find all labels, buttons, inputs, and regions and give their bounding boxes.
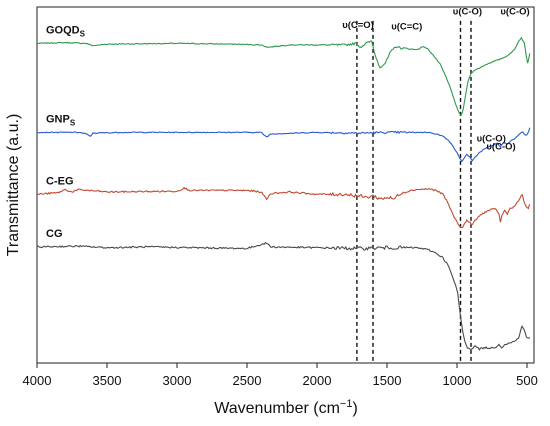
x-tick-label: 1000 bbox=[443, 373, 472, 388]
peak-annotation: υ(C=C) bbox=[391, 21, 422, 32]
annotation-layer: υ(C=O) υ(C=C)υ(C-O) υ(C-O)υ(C-O)υ(C-O) bbox=[342, 7, 529, 153]
series-label-sub: S bbox=[80, 29, 86, 38]
series-label: C-EG bbox=[46, 175, 74, 187]
series-label-main: GOQD bbox=[46, 24, 80, 36]
x-axis-title-main: Wavenumber (cm bbox=[214, 400, 340, 417]
series-label-main: GNP bbox=[46, 113, 70, 125]
peak-annotation: υ(C-O) bbox=[486, 141, 515, 152]
peak-annotation: υ(C-O) bbox=[477, 134, 506, 145]
series-label: CG bbox=[46, 228, 63, 240]
series-line-cg bbox=[36, 241, 531, 351]
x-axis-ticks: 4000 3500 3000 2500 2000 1500 1000 500 bbox=[23, 363, 538, 388]
peak-annotation: υ(C-O) bbox=[453, 7, 482, 18]
x-axis-title-sup: −1 bbox=[340, 398, 353, 410]
plot-frame bbox=[36, 6, 535, 364]
x-tick-label: 4000 bbox=[23, 373, 52, 388]
y-axis-title: Transmittance (a.u.) bbox=[5, 114, 22, 257]
series-label-main: C-EG bbox=[46, 175, 74, 187]
series-line-c-eg bbox=[36, 186, 531, 229]
x-tick-label: 3500 bbox=[93, 373, 122, 388]
series-label-main: CG bbox=[46, 228, 63, 240]
x-tick-label: 2000 bbox=[303, 373, 332, 388]
x-axis-title: Wavenumber (cm−1) bbox=[214, 398, 358, 417]
peak-annotation: υ(C-O) bbox=[500, 7, 529, 18]
x-tick-label: 3000 bbox=[163, 373, 192, 388]
series-label: GOQDS bbox=[46, 24, 86, 38]
peak-annotation: υ(C=O) bbox=[342, 20, 374, 31]
series-label-sub: S bbox=[70, 118, 76, 127]
reference-lines bbox=[356, 20, 472, 363]
x-tick-label: 1500 bbox=[373, 373, 402, 388]
series-layer bbox=[36, 36, 531, 351]
series-label: GNPS bbox=[46, 113, 76, 127]
x-tick-label: 2500 bbox=[233, 373, 262, 388]
series-line-goqds bbox=[36, 36, 531, 117]
x-tick-label: 500 bbox=[516, 373, 538, 388]
series-line-gnps bbox=[37, 127, 531, 163]
x-axis-title-close: ) bbox=[352, 400, 357, 417]
